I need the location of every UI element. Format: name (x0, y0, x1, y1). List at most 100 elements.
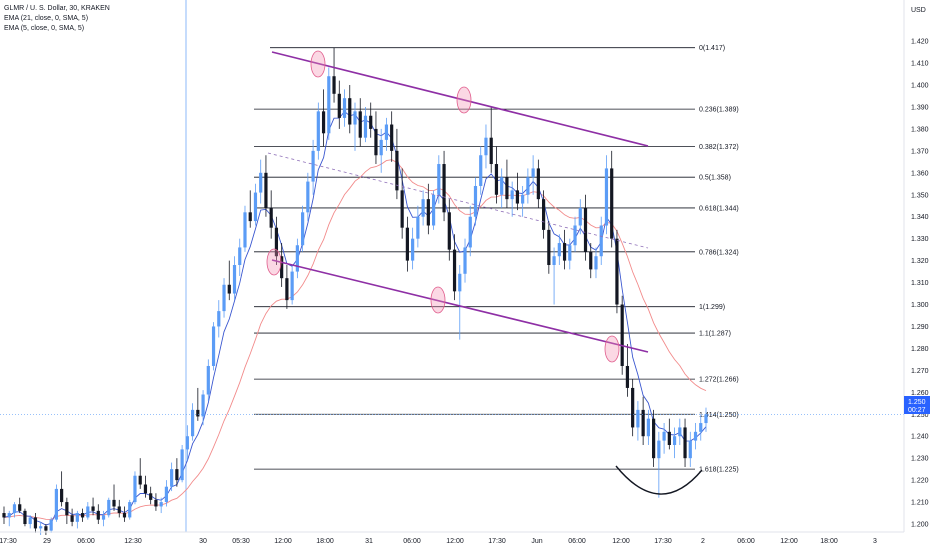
candle-body (80, 513, 85, 518)
candle-body (201, 394, 205, 417)
time-tick-label: 06:00 (737, 538, 755, 545)
time-tick-label: 30 (199, 538, 207, 545)
candle-body (101, 515, 106, 520)
candles (2, 47, 708, 535)
candle-body (332, 76, 336, 94)
fib-label: 1.618(1.225) (699, 467, 739, 474)
ema5-line (3, 110, 707, 526)
candle-body (473, 185, 478, 217)
candle-body (552, 256, 556, 266)
candle-body (416, 216, 420, 239)
candle-body (583, 207, 588, 252)
candle-body (374, 128, 378, 156)
candle-body (369, 115, 373, 129)
fib-label: 1.1(1.287) (699, 331, 731, 338)
candle-body (468, 216, 472, 248)
time-tick-label: 17:30 (488, 538, 506, 545)
candle-body (175, 469, 179, 481)
candle-body (479, 155, 483, 186)
candle-body (699, 423, 703, 432)
candle-body (91, 506, 95, 511)
candle-body (112, 499, 116, 507)
time-tick-label: 17:30 (0, 538, 17, 545)
candle-body (447, 212, 451, 250)
candle-body (353, 111, 357, 125)
candle-body (154, 499, 158, 507)
price-tick-label: 1.200 (911, 522, 929, 529)
candle-body (683, 427, 687, 459)
candle-body (28, 517, 32, 525)
candle-body (227, 284, 231, 294)
candle-body (458, 273, 462, 292)
candle-body (531, 168, 535, 178)
candle-body (672, 436, 677, 446)
current-price-countdown: 00:27 (908, 407, 926, 414)
candle-body (2, 513, 6, 518)
candle-body (562, 243, 567, 261)
candle-body (620, 304, 624, 366)
highlight-circle (310, 50, 326, 78)
candle-body (641, 409, 645, 437)
candle-body (505, 177, 509, 200)
drawings[interactable] (0, 50, 904, 495)
price-tick-label: 1.280 (911, 346, 929, 353)
highlight-circle (456, 86, 472, 114)
candle-body (211, 326, 216, 366)
candle-body (390, 124, 394, 151)
candle-body (510, 190, 514, 200)
candle-body (60, 488, 64, 503)
candle-body (232, 265, 237, 294)
time-tick-label: 12:00 (446, 538, 464, 545)
current-price-tag: 1.250 00:27 (904, 396, 930, 414)
candle-body (500, 177, 504, 195)
candle-body (23, 510, 27, 525)
candle-body (610, 168, 614, 239)
candle-body (243, 212, 247, 248)
candle-body (290, 271, 294, 301)
axis-currency-label: USD (911, 7, 926, 14)
candle-body (557, 243, 561, 257)
price-tick-label: 1.260 (911, 390, 929, 397)
price-tick-label: 1.310 (911, 280, 929, 287)
price-axis[interactable]: 1.200 1.210 1.220 1.230 1.240 1.250 1.260 1.270… (903, 0, 929, 532)
fib-label: 0.618(1.344) (699, 205, 739, 212)
candle-body (122, 513, 127, 518)
candle-body (238, 247, 242, 266)
candle-body (269, 207, 273, 228)
candle-body (264, 172, 268, 208)
candle-body (484, 137, 488, 156)
time-axis[interactable]: 17:30 29 06:00 12:30 30 05:30 12:00 18:00 31 06:0… (0, 531, 904, 545)
ema5-path (3, 110, 707, 526)
fib-label: 1.272(1.266) (699, 377, 739, 384)
candle-body (248, 212, 252, 222)
candle-body (411, 238, 415, 261)
candle-body (285, 278, 289, 301)
candle-body (86, 506, 90, 518)
current-price-value: 1.250 (908, 399, 926, 406)
fib-label: 0(1.417) (699, 45, 725, 52)
time-tick-label: 05:30 (232, 538, 250, 545)
highlight-circle (266, 248, 282, 276)
candle-body (65, 502, 69, 516)
time-tick-label: Jun (531, 538, 542, 545)
candle-body (18, 504, 22, 511)
candle-body (636, 409, 640, 428)
time-tick-label: 3 (873, 538, 877, 545)
price-tick-label: 1.340 (911, 214, 929, 221)
candle-body (306, 181, 310, 213)
candle-body (190, 409, 195, 437)
candle-body (295, 245, 299, 272)
price-tick-label: 1.410 (911, 61, 929, 68)
ema21-line (3, 159, 707, 520)
candle-body (196, 409, 200, 417)
candle-body (206, 365, 210, 395)
candle-body (96, 510, 100, 520)
candle-body (70, 515, 74, 522)
price-tick-label: 1.360 (911, 170, 929, 177)
fib-levels[interactable]: 0(1.417) 0.236(1.389) 0.382(1.372) 0.5(1.35… (254, 45, 739, 474)
time-tick-label: 06:00 (568, 538, 586, 545)
candle-body (180, 449, 184, 481)
time-tick-label: 06:00 (403, 538, 421, 545)
price-tick-label: 1.210 (911, 500, 929, 507)
